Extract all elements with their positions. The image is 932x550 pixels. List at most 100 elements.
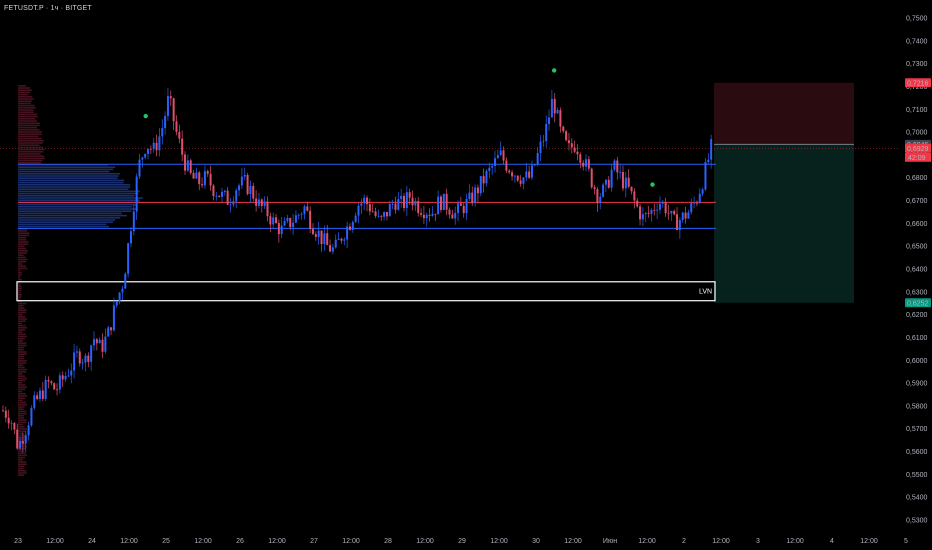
- candle-body: [78, 351, 81, 364]
- time-tick-label: 12:00: [194, 538, 212, 545]
- profile-bar: [18, 373, 23, 375]
- profile-bar: [18, 87, 31, 89]
- profile-bar: [18, 118, 36, 120]
- candle-body: [585, 159, 588, 167]
- candle-body: [693, 202, 696, 204]
- price-tick-label: 0,6800: [906, 175, 928, 182]
- candle-body: [391, 203, 394, 205]
- price-axis: 0,7500 0,7400 0,7300 0,7200 0,7100 0,7000 0,69…: [906, 16, 928, 525]
- candle-body: [457, 203, 460, 213]
- candle-body: [678, 220, 681, 231]
- time-tick-label: 12:00: [712, 538, 730, 545]
- time-tick-label: 25: [162, 538, 170, 545]
- candle-body: [30, 407, 33, 426]
- candle-body: [425, 214, 428, 219]
- candle-body: [70, 370, 73, 376]
- candle-body: [195, 172, 198, 179]
- profile-bar: [18, 179, 125, 182]
- candle-body: [192, 172, 195, 179]
- candle-body: [240, 176, 243, 186]
- time-tick-label: Июн: [603, 538, 617, 545]
- candle-body: [397, 199, 400, 210]
- candle-body: [565, 131, 568, 141]
- candle-body: [445, 193, 448, 210]
- profile-bar: [18, 404, 27, 406]
- profile-bar: [18, 474, 24, 476]
- candle-body: [334, 239, 337, 248]
- profile-bar: [18, 252, 28, 254]
- candle-body: [619, 172, 622, 173]
- profile-bar: [18, 208, 138, 210]
- candle-body: [681, 212, 684, 221]
- candle-body: [476, 187, 479, 194]
- price-tick-label: 0,6500: [906, 244, 928, 251]
- candle-body: [371, 211, 374, 213]
- profile-bar: [18, 434, 26, 437]
- candle-body: [385, 211, 388, 217]
- time-tick-label: 12:00: [490, 538, 508, 545]
- profile-bar: [18, 267, 28, 270]
- candle-body: [61, 375, 64, 380]
- profile-bar: [18, 111, 34, 113]
- profile-bar: [18, 472, 27, 474]
- price-tick-label: 0,5900: [906, 381, 928, 388]
- profile-bar: [18, 146, 44, 149]
- profile-bar: [18, 85, 27, 87]
- profile-bar: [18, 153, 41, 155]
- candle-body: [704, 162, 707, 190]
- candle-body: [533, 164, 536, 166]
- stop-loss-zone: [714, 82, 854, 145]
- candle-body: [303, 206, 306, 215]
- candle-body: [610, 169, 613, 188]
- profile-bar: [18, 386, 27, 388]
- profile-bar: [18, 107, 36, 109]
- profile-bar: [18, 276, 21, 278]
- profile-bar: [18, 239, 27, 241]
- candle-body: [172, 98, 175, 122]
- candle-body: [2, 410, 4, 412]
- profile-bar: [18, 459, 23, 461]
- profile-bar: [18, 349, 24, 351]
- profile-bar: [18, 353, 27, 355]
- profile-bar: [18, 437, 27, 439]
- price-tick-label: 0,6100: [906, 335, 928, 342]
- candle-body: [553, 98, 556, 114]
- profile-bar: [18, 307, 25, 309]
- candle-body: [337, 238, 340, 240]
- profile-bar: [18, 454, 27, 457]
- profile-bar: [18, 133, 42, 135]
- price-tick-label: 0,5500: [906, 472, 928, 479]
- candle-body: [56, 389, 59, 391]
- candle-body: [661, 202, 664, 204]
- profile-bar: [18, 329, 26, 331]
- candle-body: [297, 214, 300, 216]
- candle-body: [283, 221, 286, 226]
- time-tick-label: 12:00: [268, 538, 286, 545]
- profile-bar: [18, 366, 25, 369]
- profile-bar: [18, 144, 40, 146]
- profile-bar: [18, 357, 25, 360]
- candle-body: [44, 379, 47, 399]
- candle-body: [212, 185, 215, 196]
- candle-body: [576, 151, 579, 155]
- candle-body: [548, 117, 551, 124]
- candle-body: [434, 213, 437, 215]
- profile-bar: [18, 335, 27, 338]
- candle-body: [508, 170, 511, 173]
- candle-body: [266, 201, 269, 217]
- profile-bar: [18, 360, 27, 362]
- candle-body: [277, 223, 280, 235]
- candle-body: [209, 173, 212, 186]
- profile-bar: [18, 410, 27, 413]
- profile-bar: [18, 148, 45, 151]
- candle-body: [121, 288, 124, 293]
- profile-bar: [18, 344, 27, 347]
- candle-body: [75, 351, 78, 353]
- candle-body: [422, 214, 425, 219]
- candle-body: [104, 336, 107, 352]
- candle-body: [684, 212, 687, 219]
- candles: [2, 87, 713, 453]
- profile-bar: [18, 232, 30, 234]
- profile-bar: [18, 463, 27, 465]
